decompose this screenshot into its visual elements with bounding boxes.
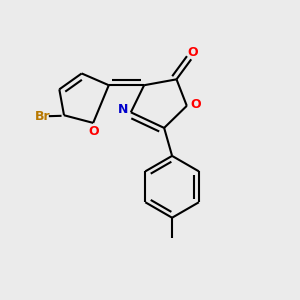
Text: O: O [190,98,201,111]
Text: N: N [117,103,128,116]
Text: Br: Br [35,110,51,123]
Text: O: O [89,125,99,138]
Text: O: O [188,46,198,59]
